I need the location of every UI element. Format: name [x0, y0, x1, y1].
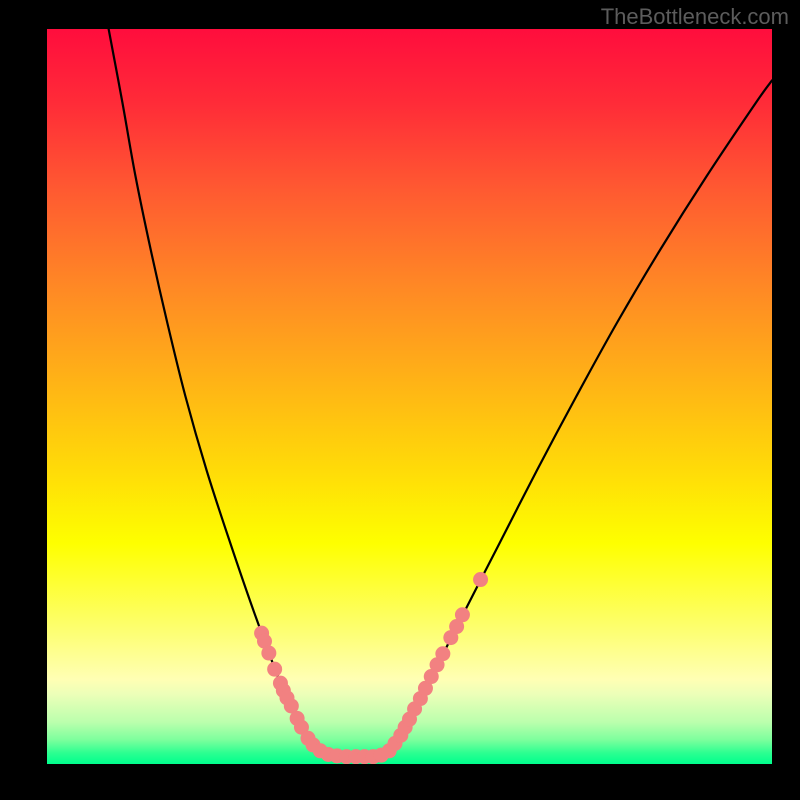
plot-area: [47, 29, 772, 764]
data-marker: [261, 646, 276, 661]
data-marker: [267, 662, 282, 677]
data-marker: [473, 572, 488, 587]
chart-container: { "meta": { "width": 800, "height": 800,…: [0, 0, 800, 800]
watermark-text: TheBottleneck.com: [601, 4, 789, 30]
data-marker: [435, 646, 450, 661]
data-marker: [455, 607, 470, 622]
chart-svg: [47, 29, 772, 764]
gradient-background: [47, 29, 772, 764]
